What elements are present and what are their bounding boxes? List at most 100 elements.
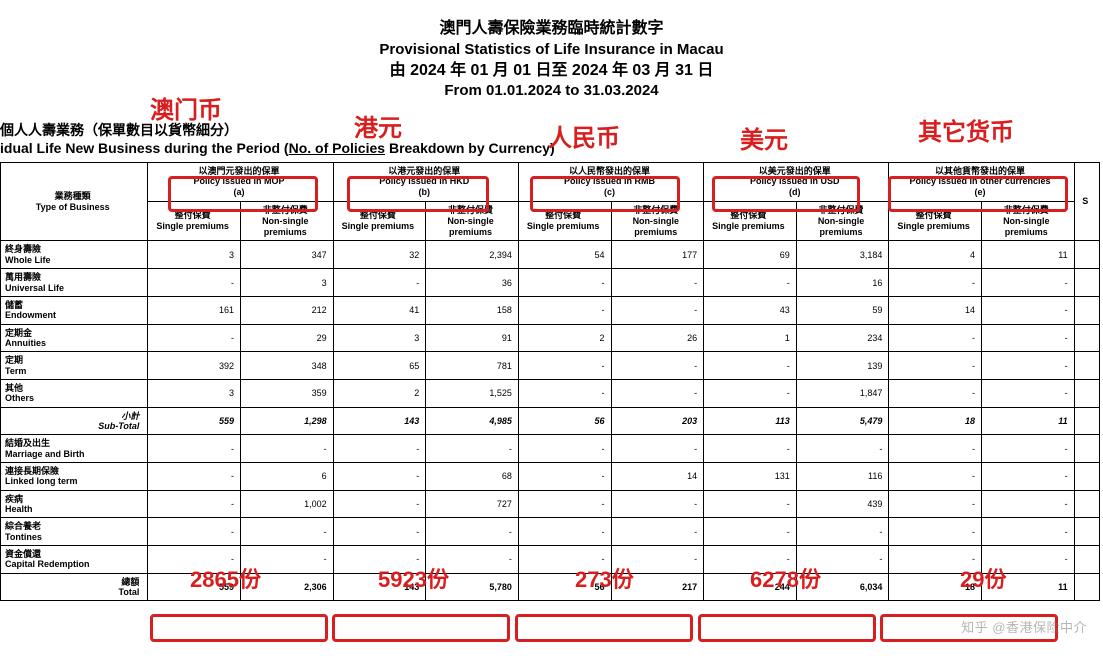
cell: - <box>611 296 704 324</box>
row-label: 結婚及出生Marriage and Birth <box>1 435 148 463</box>
annotation-label: 2865份 <box>190 562 261 594</box>
cell: - <box>982 379 1075 407</box>
cell: - <box>889 462 982 490</box>
table-row: 定期Term39234865781---139-- <box>1 352 1100 380</box>
cell: 11 <box>982 407 1075 435</box>
annotation-label: 273份 <box>575 562 634 594</box>
cell-trail <box>1074 352 1099 380</box>
cell: 26 <box>611 324 704 352</box>
cell: 32 <box>333 241 426 269</box>
cell: - <box>982 490 1075 518</box>
cell: 3 <box>333 324 426 352</box>
watermark: 知乎 @香港保险中介 <box>961 617 1087 636</box>
cell: 16 <box>796 269 889 297</box>
period-zh: 由 2024 年 01 月 01 日至 2024 年 03 月 31 日 <box>0 60 1103 82</box>
table-row: 萬用壽險Universal Life-3-36---16-- <box>1 269 1100 297</box>
cell: - <box>426 518 519 546</box>
cell: - <box>889 352 982 380</box>
row-label: 終身壽險Whole Life <box>1 241 148 269</box>
title-zh: 澳門人壽保險業務臨時統計數字 <box>0 18 1103 40</box>
cell: - <box>148 490 241 518</box>
cell: - <box>333 490 426 518</box>
cell: - <box>426 435 519 463</box>
cell: 43 <box>704 296 797 324</box>
annotation-label: 5923份 <box>378 562 449 594</box>
cell: 11 <box>982 241 1075 269</box>
cell: - <box>611 269 704 297</box>
main-table: 業務種類 Type of Business 以澳門元發出的保單 Policy i… <box>0 162 1100 602</box>
cell: - <box>611 518 704 546</box>
cell: 131 <box>704 462 797 490</box>
cell: 203 <box>611 407 704 435</box>
cell: - <box>889 518 982 546</box>
cell: 348 <box>241 352 334 380</box>
cell: 2,394 <box>426 241 519 269</box>
annotation-box <box>698 614 876 642</box>
subtitle-en-pre: idual Life New Business during the Perio… <box>0 140 289 156</box>
cell: - <box>148 269 241 297</box>
cell: 2 <box>333 379 426 407</box>
cell: - <box>333 435 426 463</box>
annotation-label: 人民币 <box>548 118 620 153</box>
th-hkd-zh: 以港元發出的保單 <box>388 166 460 176</box>
cell: - <box>611 352 704 380</box>
cell: - <box>333 462 426 490</box>
cell: - <box>889 435 982 463</box>
cell: 14 <box>611 462 704 490</box>
th-type-en: Type of Business <box>36 202 110 212</box>
annotation-label: 港元 <box>354 108 402 143</box>
row-label: 綜合養老Tontines <box>1 518 148 546</box>
annotation-box <box>530 176 680 212</box>
cell: - <box>518 352 611 380</box>
cell-trail <box>1074 379 1099 407</box>
cell: 143 <box>333 407 426 435</box>
cell: - <box>796 518 889 546</box>
cell-trail <box>1074 546 1099 574</box>
cell: 1,525 <box>426 379 519 407</box>
annotation-label: 澳门币 <box>150 90 222 125</box>
annotation-box <box>150 614 328 642</box>
cell: - <box>518 296 611 324</box>
cell: 116 <box>796 462 889 490</box>
row-label: 總額Total <box>1 573 148 601</box>
table-row: 疾病Health-1,002-727---439-- <box>1 490 1100 518</box>
cell: 161 <box>148 296 241 324</box>
cell: - <box>889 379 982 407</box>
table-row: 資金償還Capital Redemption---------- <box>1 546 1100 574</box>
cell-trail <box>1074 518 1099 546</box>
cell-trail <box>1074 462 1099 490</box>
cell: 54 <box>518 241 611 269</box>
cell: 1 <box>704 324 797 352</box>
cell-trail <box>1074 407 1099 435</box>
th-type-zh: 業務種類 <box>55 191 91 201</box>
annotation-label: 6278份 <box>750 562 821 594</box>
cell-trail <box>1074 573 1099 601</box>
annotation-label: 其它货币 <box>918 112 1014 147</box>
cell: - <box>518 518 611 546</box>
cell: - <box>982 435 1075 463</box>
row-label: 定期金Annuities <box>1 324 148 352</box>
cell: 212 <box>241 296 334 324</box>
cell: 347 <box>241 241 334 269</box>
cell: - <box>148 462 241 490</box>
subtotal: 小計Sub-Total5591,2981434,985562031135,479… <box>1 407 1100 435</box>
cell: 56 <box>518 407 611 435</box>
cell: - <box>611 490 704 518</box>
cell: 158 <box>426 296 519 324</box>
cell: - <box>333 518 426 546</box>
table-row: 結婚及出生Marriage and Birth---------- <box>1 435 1100 463</box>
cell: 18 <box>889 407 982 435</box>
cell: - <box>611 379 704 407</box>
cell: - <box>704 435 797 463</box>
cell: - <box>518 379 611 407</box>
cell: - <box>518 462 611 490</box>
cell: 139 <box>796 352 889 380</box>
cell: - <box>796 435 889 463</box>
cell: 392 <box>148 352 241 380</box>
cell: - <box>704 352 797 380</box>
row-label: 小計Sub-Total <box>1 407 148 435</box>
cell: 14 <box>889 296 982 324</box>
row-label: 萬用壽險Universal Life <box>1 269 148 297</box>
th-type: 業務種類 Type of Business <box>1 162 148 241</box>
cell: - <box>982 462 1075 490</box>
